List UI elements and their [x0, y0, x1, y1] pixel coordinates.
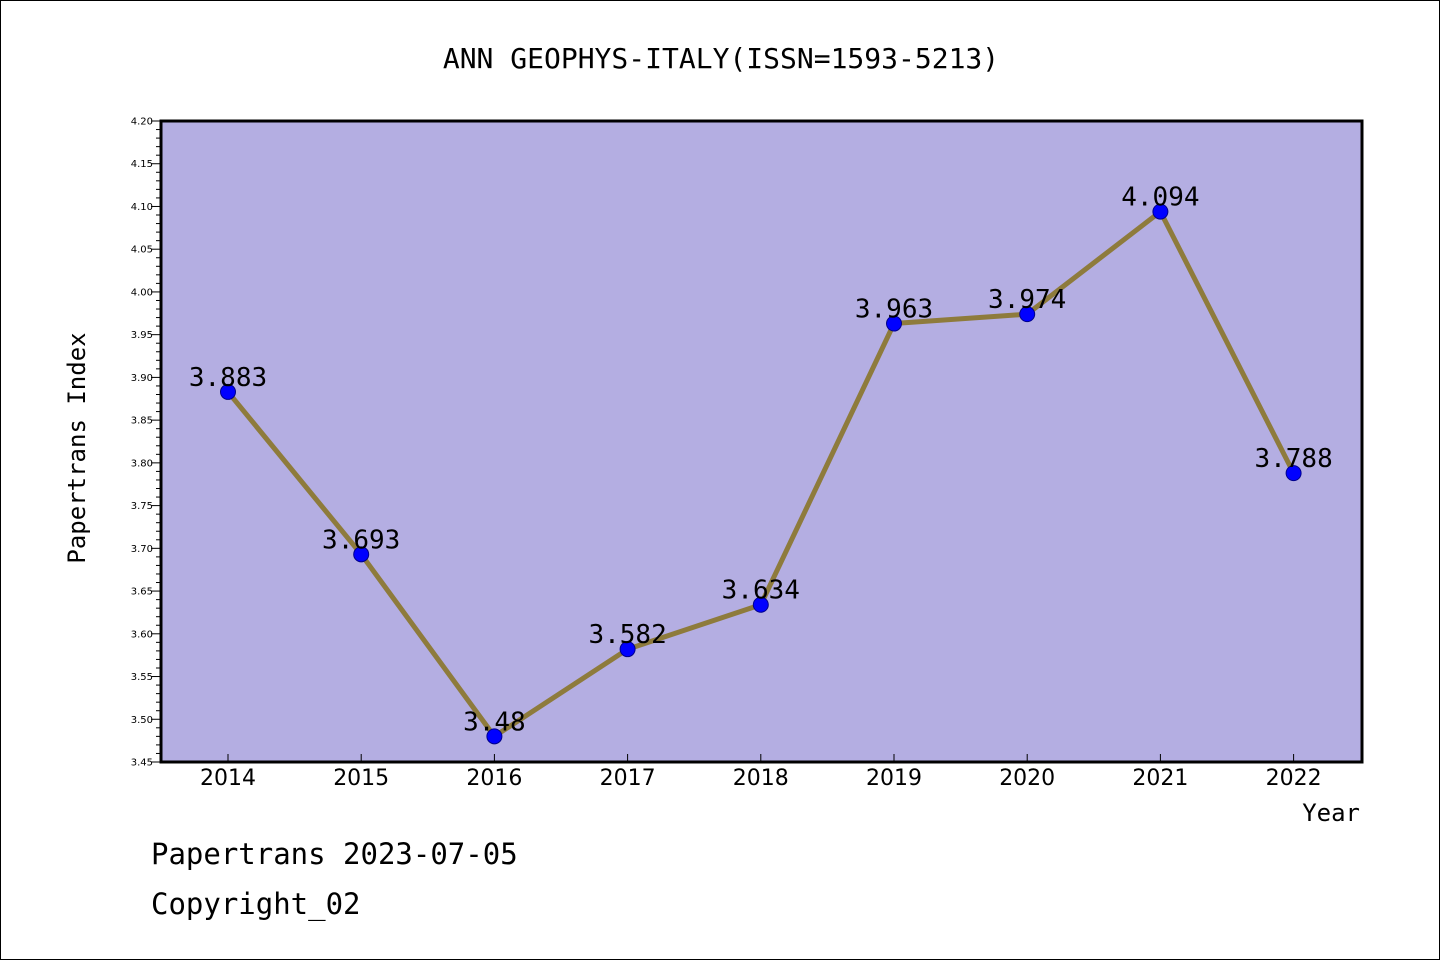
x-tick-label: 2014	[200, 766, 256, 791]
data-label: 3.788	[1254, 444, 1332, 474]
data-point	[619, 641, 636, 658]
y-tick-label: 3.70	[131, 544, 153, 555]
y-tick-label: 4.00	[131, 287, 153, 298]
y-tick-label: 4.05	[131, 245, 153, 256]
x-tick-label: 2015	[333, 766, 389, 791]
data-label: 4.094	[1121, 183, 1199, 213]
y-tick-label: 3.85	[131, 416, 153, 427]
data-point	[220, 383, 236, 400]
data-point	[486, 728, 503, 745]
y-tick-label: 3.90	[131, 373, 153, 384]
footer-copyright: Copyright_02	[151, 887, 361, 921]
y-tick-label: 3.50	[131, 715, 153, 726]
data-markers	[220, 203, 1302, 745]
y-tick-label: 3.60	[131, 629, 153, 640]
chart-title: ANN GEOPHYS-ITALY(ISSN=1593-5213)	[443, 42, 999, 75]
data-label: 3.963	[855, 295, 933, 325]
x-tick-label: 2021	[1132, 766, 1188, 791]
x-tick-label: 2018	[733, 766, 789, 791]
data-label: 3.974	[988, 285, 1066, 315]
y-tick-label: 4.10	[131, 202, 153, 213]
data-label: 3.883	[189, 363, 267, 393]
y-axis-label: Papertrans Index	[63, 332, 91, 563]
data-labels: 3.883 3.693 3.48 3.582 3.634 3.963 3.974 4.094 3…	[189, 183, 1333, 738]
x-axis: 2014 2015 2016 2017 2018 2019 2020 2021 2022	[200, 754, 1322, 791]
y-tick-label: 3.75	[131, 501, 153, 512]
data-point	[752, 596, 769, 613]
data-label: 3.693	[322, 525, 400, 555]
data-label: 3.634	[722, 576, 800, 606]
x-tick-label: 2016	[466, 766, 522, 791]
x-tick-label: 2017	[600, 766, 656, 791]
y-tick-label: 3.80	[131, 458, 153, 469]
y-tick-label: 3.45	[131, 758, 153, 769]
x-tick-label: 2022	[1266, 766, 1322, 791]
data-point	[886, 315, 902, 332]
plot-border	[159, 119, 1364, 764]
data-label: 3.582	[588, 620, 666, 650]
y-tick-label: 3.95	[131, 330, 153, 341]
x-axis-label: Year	[1302, 799, 1360, 827]
y-axis: 3.45 3.50 3.55 3.60 3.65 3.70 3.75 3.80 3.85 3.90…	[131, 117, 161, 769]
x-tick-label: 2019	[866, 766, 922, 791]
y-tick-label: 3.55	[131, 672, 153, 683]
y-tick-label: 3.65	[131, 587, 153, 598]
plot-area	[161, 121, 1362, 762]
y-tick-label: 4.15	[131, 159, 153, 170]
footer-date: Papertrans 2023-07-05	[151, 837, 518, 871]
data-point	[1285, 465, 1302, 482]
y-tick-label: 4.20	[131, 117, 153, 128]
data-point	[353, 546, 370, 563]
data-point	[1152, 203, 1169, 220]
data-point	[1019, 306, 1036, 323]
x-tick-label: 2020	[999, 766, 1055, 791]
data-label: 3.48	[463, 707, 526, 737]
